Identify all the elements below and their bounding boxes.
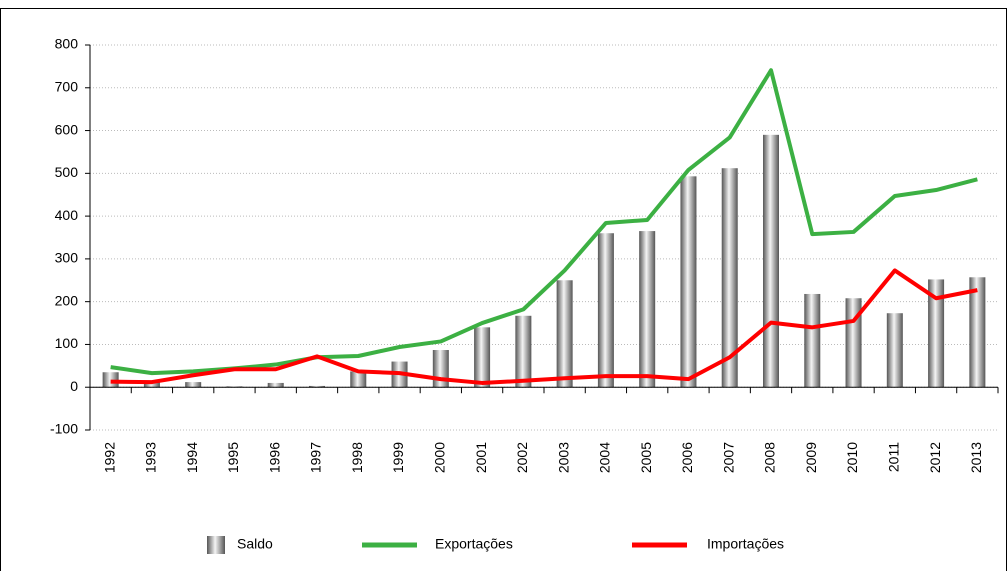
x-tick-label: 2005 bbox=[638, 442, 654, 473]
bar bbox=[639, 231, 656, 388]
x-tick-label: 2009 bbox=[803, 442, 819, 473]
legend-label: Importações bbox=[707, 536, 784, 552]
bar bbox=[556, 280, 573, 388]
x-tick-label: 2000 bbox=[432, 442, 448, 473]
line bbox=[110, 268, 978, 385]
frame bbox=[0, 8, 1007, 571]
bar bbox=[928, 279, 945, 388]
bar bbox=[721, 168, 738, 388]
x-tick-label: 2006 bbox=[679, 442, 695, 473]
bar bbox=[309, 385, 325, 388]
x-tick-label: 1997 bbox=[308, 442, 324, 473]
legend-label: Exportações bbox=[435, 536, 513, 552]
x-tick-label: 2011 bbox=[886, 442, 902, 472]
bar bbox=[969, 277, 986, 388]
x-tick-label: 1994 bbox=[184, 442, 200, 473]
y-tick-label: 300 bbox=[55, 250, 79, 266]
legend-swatch bbox=[207, 536, 225, 554]
x-tick-label: 2008 bbox=[762, 442, 778, 473]
bar bbox=[597, 233, 614, 388]
x-tick-label: 2001 bbox=[473, 442, 489, 473]
y-tick-label: 0 bbox=[70, 378, 78, 394]
y-tick-label: 100 bbox=[55, 335, 79, 351]
y-tick-label: 500 bbox=[55, 164, 79, 180]
x-tick-label: 1993 bbox=[143, 442, 159, 473]
x-tick-label: 1998 bbox=[349, 442, 365, 473]
y-tick-label: 800 bbox=[55, 36, 79, 52]
bar bbox=[267, 382, 284, 388]
bar bbox=[515, 315, 532, 388]
y-tick-label: 200 bbox=[55, 292, 79, 308]
y-tick-label: 700 bbox=[55, 78, 79, 94]
y-tick-label: 600 bbox=[55, 121, 79, 137]
bar bbox=[432, 350, 449, 388]
bar bbox=[350, 371, 367, 388]
bar bbox=[474, 327, 491, 388]
x-tick-label: 1995 bbox=[225, 442, 241, 473]
x-tick-label: 2003 bbox=[555, 442, 571, 473]
x-tick-label: 2004 bbox=[597, 442, 613, 473]
x-tick-label: 2012 bbox=[927, 442, 943, 473]
bar bbox=[185, 382, 202, 388]
bar bbox=[804, 293, 821, 388]
x-tick-label: 2013 bbox=[968, 442, 984, 473]
bar bbox=[680, 176, 697, 388]
line bbox=[110, 68, 978, 376]
y-tick-label: -100 bbox=[50, 421, 78, 437]
x-tick-label: 2007 bbox=[720, 442, 736, 473]
x-tick-label: 1996 bbox=[266, 442, 282, 473]
legend-label: Saldo bbox=[237, 536, 273, 552]
x-tick-label: 2010 bbox=[844, 442, 860, 473]
x-tick-label: 1999 bbox=[390, 442, 406, 473]
y-tick-label: 400 bbox=[55, 207, 79, 223]
bar bbox=[886, 313, 903, 388]
bar bbox=[763, 134, 779, 388]
x-tick-label: 2002 bbox=[514, 442, 530, 473]
x-tick-label: 1992 bbox=[101, 442, 117, 473]
